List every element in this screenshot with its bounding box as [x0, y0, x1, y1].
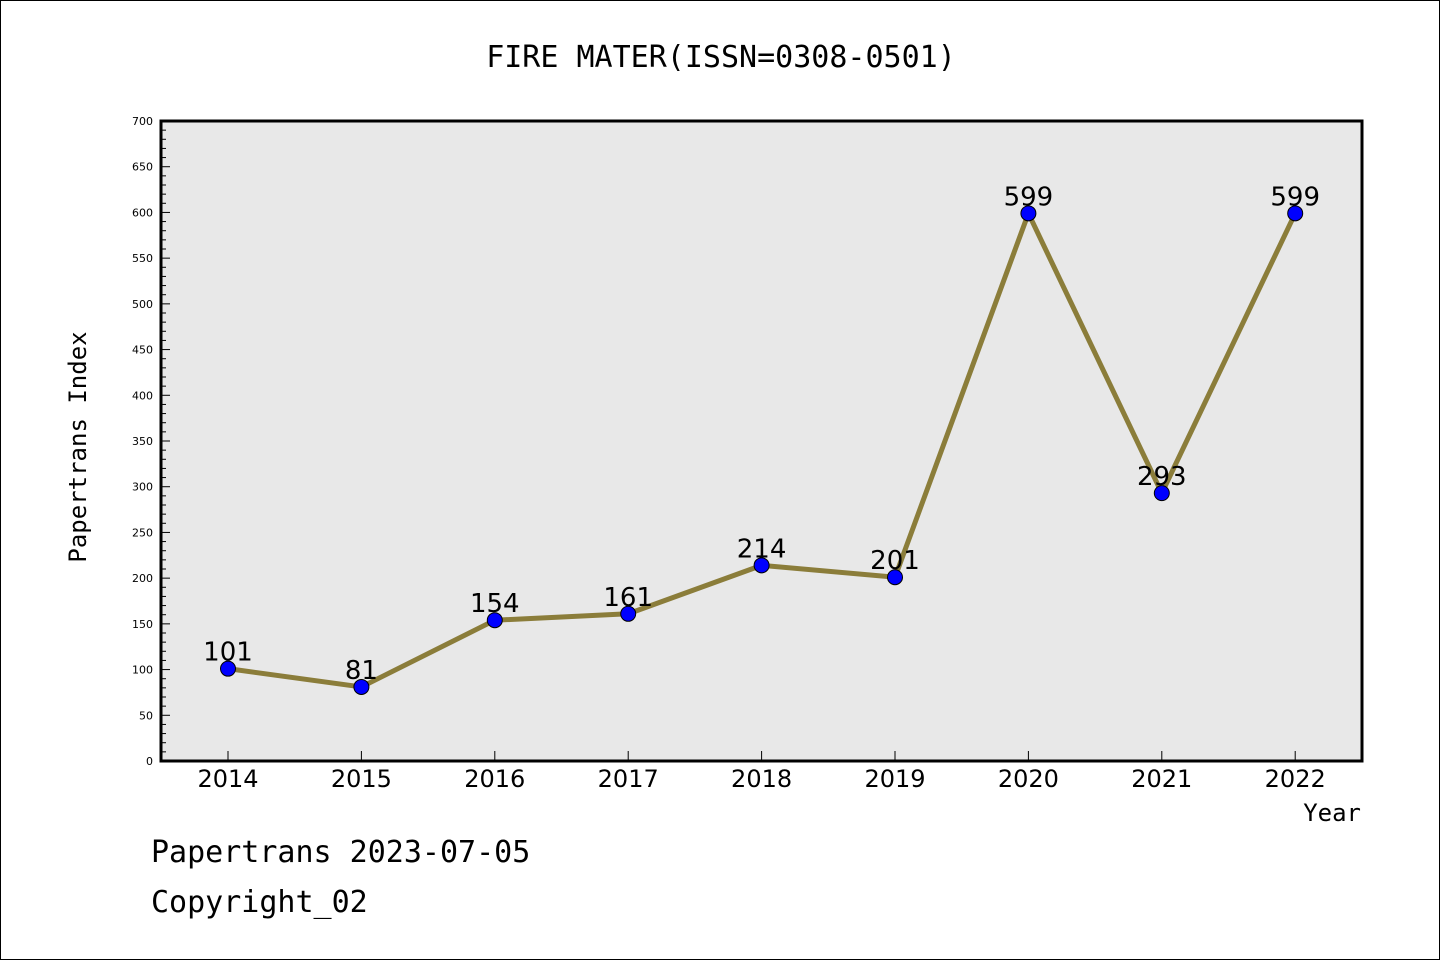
data-label: 214: [737, 534, 787, 564]
y-tick-label: 100: [132, 664, 153, 677]
data-point: [1287, 205, 1304, 222]
y-tick-label: 550: [132, 252, 153, 265]
y-tick-label: 500: [132, 298, 153, 311]
x-tick-label: 2018: [731, 765, 792, 793]
data-point: [1020, 205, 1037, 222]
data-label: 293: [1137, 462, 1187, 492]
data-label: 201: [870, 546, 920, 576]
y-tick-label: 150: [132, 618, 153, 631]
y-tick-label: 50: [139, 709, 153, 722]
y-tick-label: 450: [132, 344, 153, 357]
x-tick-label: 2022: [1265, 765, 1326, 793]
data-point: [620, 605, 637, 622]
plot-area: [159, 119, 1364, 763]
x-tick-label: 2020: [998, 765, 1059, 793]
x-tick-label: 2016: [464, 765, 525, 793]
x-tick-label: 2021: [1131, 765, 1192, 793]
data-label: 81: [345, 656, 378, 686]
y-tick-label: 200: [132, 572, 153, 585]
x-axis-title: Year: [1303, 799, 1361, 827]
data-point: [353, 678, 370, 695]
y-axis: 0 50 100 150 200 250 300 350 400 450 500 550 600 650 7…: [132, 115, 170, 768]
x-tick-label: 2014: [197, 765, 258, 793]
x-tick-label: 2015: [331, 765, 392, 793]
data-label: 154: [470, 589, 520, 619]
footer-copyright: Copyright_02: [151, 885, 368, 920]
chart-title: FIRE MATER(ISSN=0308-0501): [486, 40, 956, 75]
data-point: [887, 569, 903, 586]
y-tick-label: 600: [132, 206, 153, 219]
y-tick-label: 0: [146, 755, 153, 768]
y-tick-label: 400: [132, 389, 153, 402]
y-tick-label: 650: [132, 161, 153, 174]
data-label: 599: [1270, 182, 1320, 212]
y-tick-label: 250: [132, 526, 153, 539]
series-group: 101 81 154 161 214 201 599 293 599: [203, 182, 1320, 695]
data-point: [753, 557, 770, 574]
y-tick-label: 700: [132, 115, 153, 128]
data-point: [1153, 485, 1170, 502]
data-label: 101: [203, 638, 253, 668]
data-point: [220, 660, 236, 677]
footer-date: Papertrans 2023-07-05: [151, 835, 531, 870]
x-tick-label: 2017: [598, 765, 659, 793]
x-axis: 2014 2015 2016 2017 2018 2019 2020 2021 2022: [197, 751, 1326, 793]
x-tick-label: 2019: [864, 765, 925, 793]
y-tick-label: 300: [132, 481, 153, 494]
y-tick-label: 350: [132, 435, 153, 448]
data-point: [486, 612, 503, 629]
data-label: 599: [1004, 182, 1054, 212]
data-label: 161: [603, 583, 653, 613]
y-axis-title: Papertrans Index: [64, 331, 92, 562]
